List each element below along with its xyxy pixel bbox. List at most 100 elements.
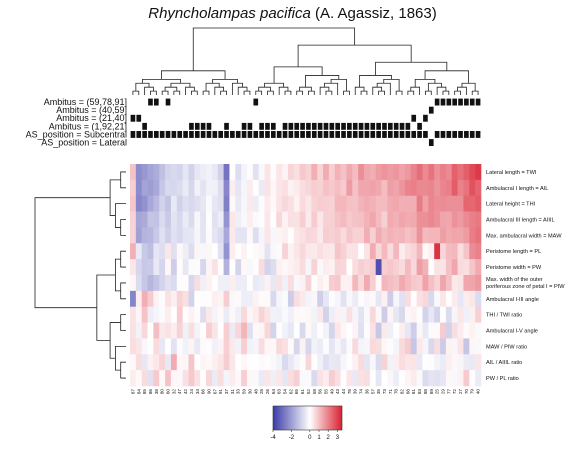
heatmap-cell bbox=[340, 322, 347, 339]
column-label: 76 bbox=[347, 389, 352, 395]
column-label: 31 bbox=[230, 389, 235, 395]
heatmap-cell bbox=[340, 338, 347, 355]
heatmap-cell bbox=[451, 179, 458, 197]
heatmap-cell bbox=[387, 275, 394, 292]
heatmap-cell bbox=[200, 290, 207, 308]
heatmap-cell bbox=[305, 227, 312, 244]
column-label: 35 bbox=[376, 389, 381, 395]
heatmap-cell bbox=[457, 227, 464, 244]
heatmap-cell bbox=[387, 338, 394, 355]
annotation-cell bbox=[393, 131, 399, 138]
heatmap-cell bbox=[282, 354, 289, 371]
annotation-cell bbox=[428, 139, 434, 146]
heatmap-cell bbox=[206, 179, 213, 197]
annotation-cell bbox=[171, 131, 177, 138]
heatmap-cell bbox=[340, 179, 347, 197]
column-label: 38 bbox=[154, 389, 159, 395]
heatmap-cell bbox=[428, 211, 435, 228]
heatmap-cell bbox=[475, 243, 482, 260]
heatmap-cell bbox=[387, 195, 394, 212]
annotation-cell bbox=[347, 131, 352, 138]
column-dendrogram-branch bbox=[343, 90, 350, 95]
heatmap-cell bbox=[475, 275, 482, 292]
heatmap-cell bbox=[317, 354, 324, 371]
column-label: 87 bbox=[130, 389, 135, 395]
annotation-cell bbox=[411, 131, 417, 138]
heatmap-cell bbox=[170, 338, 178, 355]
heatmap-cell bbox=[416, 243, 423, 260]
heatmap-cell bbox=[258, 354, 265, 371]
heatmap-cell bbox=[463, 227, 470, 244]
heatmap-cell bbox=[475, 306, 482, 323]
column-label: 60 bbox=[166, 389, 171, 395]
heatmap-cell bbox=[299, 322, 306, 339]
heatmap-cell bbox=[364, 322, 371, 339]
column-label: 65 bbox=[294, 389, 299, 395]
heatmap-cell bbox=[194, 306, 201, 323]
heatmap-cell bbox=[381, 259, 388, 276]
heatmap-cell bbox=[369, 354, 376, 371]
heatmap-cell bbox=[340, 259, 347, 276]
heatmap-cell bbox=[416, 322, 423, 339]
heatmap-cell bbox=[247, 195, 254, 212]
annotation-cell bbox=[475, 98, 481, 106]
heatmap-cell bbox=[334, 179, 341, 197]
column-label: 88 bbox=[423, 389, 428, 395]
heatmap-cell bbox=[434, 370, 441, 387]
heatmap-cell bbox=[369, 338, 376, 355]
heatmap-cell bbox=[317, 259, 324, 276]
heatmap-cell bbox=[252, 338, 259, 355]
heatmap-cell bbox=[381, 322, 388, 339]
heatmap-cell bbox=[340, 370, 347, 387]
heatmap-cell bbox=[194, 211, 201, 228]
heatmap-cell bbox=[276, 322, 283, 339]
heatmap-cell bbox=[147, 227, 154, 244]
column-label: 67 bbox=[212, 389, 217, 395]
column-dendrogram-branch bbox=[395, 90, 403, 95]
column-label: 82 bbox=[400, 389, 405, 395]
annotation-cell bbox=[382, 131, 387, 138]
heatmap-cell bbox=[375, 211, 382, 228]
heatmap-cell bbox=[194, 290, 201, 308]
heatmap-cell bbox=[247, 306, 254, 323]
heatmap-cell bbox=[434, 243, 441, 260]
column-dendrogram-branch bbox=[161, 90, 169, 95]
heatmap-cell bbox=[211, 243, 219, 260]
heatmap-cell bbox=[364, 306, 371, 323]
heatmap-cell bbox=[445, 306, 453, 323]
heatmap-cell bbox=[434, 211, 441, 228]
heatmap-cell bbox=[375, 164, 382, 181]
heatmap-cell bbox=[293, 195, 300, 212]
annotation-cell bbox=[405, 122, 411, 130]
heatmap-cell bbox=[270, 370, 277, 387]
heatmap-cell bbox=[393, 179, 400, 197]
heatmap-cell bbox=[457, 275, 464, 292]
column-label: 55 bbox=[323, 389, 328, 395]
column-label: 90 bbox=[206, 389, 211, 395]
heatmap-cell bbox=[475, 338, 482, 355]
heatmap-cell bbox=[334, 370, 341, 387]
annotation-cell bbox=[399, 122, 405, 130]
column-dendrogram-branch bbox=[359, 75, 392, 88]
row-label: Lateral length = TWI bbox=[486, 170, 537, 176]
heatmap-cell bbox=[352, 164, 359, 181]
heatmap-cell bbox=[440, 164, 447, 181]
heatmap-cell bbox=[399, 195, 406, 212]
heatmap-cell bbox=[229, 164, 236, 181]
annotation-cell bbox=[323, 122, 329, 130]
heatmap-cell bbox=[258, 338, 265, 355]
heatmap-cell bbox=[188, 227, 195, 244]
heatmap-cell bbox=[252, 306, 259, 323]
heatmap-cell bbox=[311, 275, 318, 292]
heatmap-cell bbox=[293, 370, 300, 387]
heatmap-cell bbox=[293, 306, 300, 323]
heatmap-cell bbox=[153, 290, 160, 308]
column-label: 54 bbox=[283, 389, 288, 395]
heatmap-cell bbox=[340, 164, 347, 181]
color-legend-bar bbox=[272, 405, 343, 431]
heatmap-cell bbox=[229, 338, 236, 355]
heatmap-cell bbox=[229, 243, 236, 260]
heatmap-cell bbox=[206, 195, 213, 212]
color-legend-tick-label: -2 bbox=[289, 435, 295, 441]
heatmap-cell bbox=[182, 243, 189, 260]
